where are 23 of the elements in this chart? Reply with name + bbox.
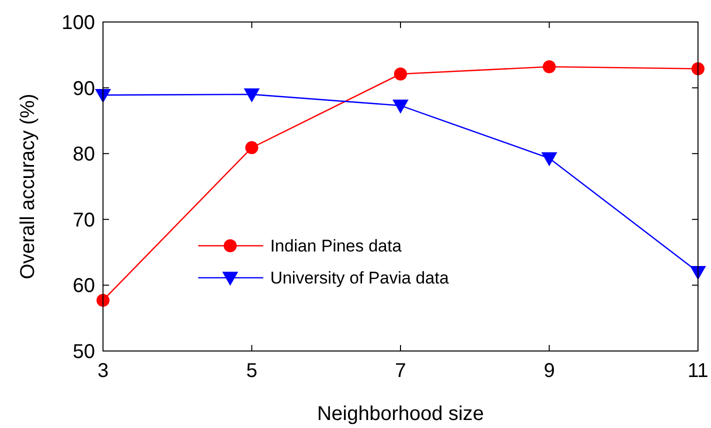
point: [394, 67, 407, 80]
y-tick-label: 90: [72, 78, 95, 100]
point: [244, 88, 260, 102]
y-tick-label: 100: [62, 12, 95, 34]
point: [245, 141, 258, 154]
legend-label: University of Pavia data: [270, 268, 450, 288]
x-tick-label: 3: [97, 360, 109, 382]
x-tick-label: 9: [544, 360, 555, 382]
point: [96, 294, 110, 307]
point: [692, 62, 704, 76]
point: [541, 152, 558, 166]
x-axis-title: Neighborhood size: [317, 403, 484, 425]
legend-label: Indian Pines data: [270, 236, 402, 256]
point: [392, 100, 408, 114]
y-tick-label: 50: [72, 341, 95, 363]
x-tick-label: 11: [688, 360, 708, 382]
point: [542, 60, 556, 74]
y-tick-label: 80: [72, 144, 95, 166]
x-tick-label: 5: [246, 360, 258, 382]
x-tick-label: 7: [394, 360, 406, 382]
y-tick-label: 70: [72, 209, 95, 232]
y-tick-label: 60: [72, 275, 95, 298]
y-axis-title: Overall accuracy (%): [17, 94, 39, 280]
